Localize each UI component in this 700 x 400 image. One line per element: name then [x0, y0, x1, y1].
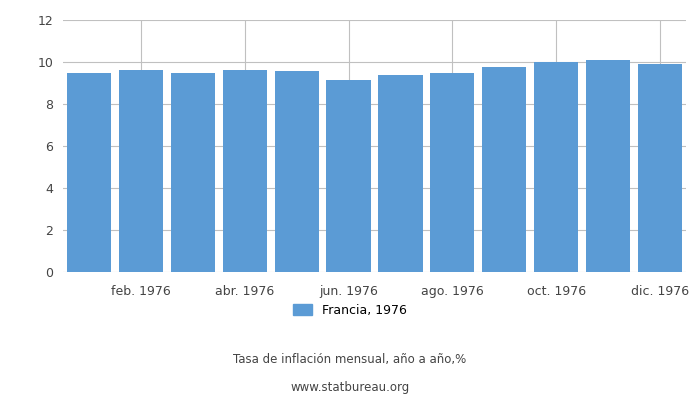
Bar: [274, 72, 319, 272]
Bar: [171, 72, 215, 272]
Bar: [326, 80, 370, 272]
Bar: [223, 70, 267, 272]
Bar: [430, 72, 475, 272]
Text: Tasa de inflación mensual, año a año,%: Tasa de inflación mensual, año a año,%: [233, 354, 467, 366]
Bar: [379, 74, 423, 272]
Text: www.statbureau.org: www.statbureau.org: [290, 382, 410, 394]
Bar: [482, 67, 526, 272]
Bar: [586, 60, 630, 272]
Bar: [638, 64, 682, 272]
Bar: [534, 62, 578, 272]
Bar: [67, 72, 111, 272]
Bar: [119, 70, 163, 272]
Legend: Francia, 1976: Francia, 1976: [288, 299, 412, 322]
